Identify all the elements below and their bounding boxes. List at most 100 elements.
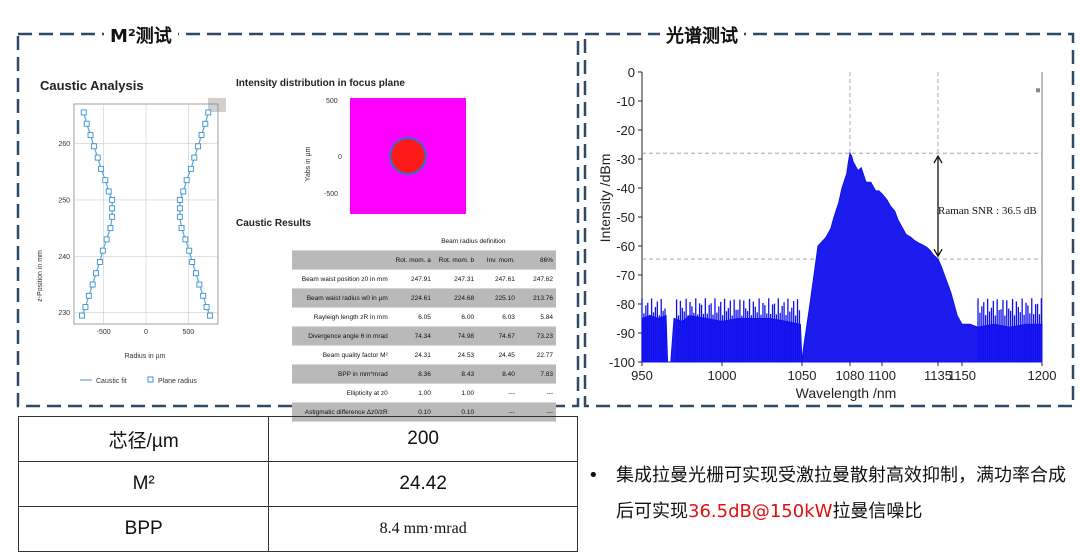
m2-section-title: M²测试 (104, 22, 178, 48)
caustic-point (186, 247, 193, 254)
results-row: Ellipticity at z0 1.00 1.00 --- --- (292, 383, 556, 403)
caustic-chart: 260 250 240 230 -500 0 500 z-Position in mm Ra… (37, 103, 219, 385)
spectrum-xtick: 1200 (1028, 368, 1057, 383)
intensity-map: 500 0 -500 Yabs in µm (305, 98, 466, 214)
spectrum-ytick: -70 (616, 268, 635, 283)
results-row: Beam waist position z0 in mm 247.91 247.31… (292, 269, 556, 289)
spectrum-xtick: 1150 (948, 368, 976, 383)
caustic-title: Caustic Analysis (40, 78, 144, 93)
caustic-point (90, 143, 97, 150)
spectrum-ytick: -10 (616, 94, 635, 109)
caustic-point (176, 205, 183, 212)
caustic-ytick: 250 (58, 197, 70, 204)
caustic-fit-line-right (179, 112, 211, 316)
results-row-label: BPP in mm*mrad (292, 364, 391, 384)
caustic-point (109, 205, 116, 212)
results-row-label: Divergence angle θ in mrad (292, 326, 391, 346)
results-row-label: Beam waist radius w0 in µm (292, 288, 391, 308)
caustic-point (200, 292, 207, 299)
results-row: BPP in mm*mrad 8.36 8.43 8.40 7.83 (292, 364, 556, 384)
corner-marker (1036, 88, 1040, 93)
caustic-point (193, 270, 199, 277)
bullet-text: 集成拉曼光栅可实现受激拉曼散射高效抑制，满功率合成后可实现 (616, 465, 1066, 522)
results-cell: 24.45 (477, 345, 518, 365)
results-row-label: Rayleigh length zR in mm (292, 307, 391, 327)
caustic-point (79, 312, 85, 319)
results-cell: 6.00 (433, 307, 478, 327)
spectrum-ytick: -80 (616, 297, 635, 312)
results-row-label: Beam quality factor M² (292, 345, 391, 365)
spectrum-ytick: -20 (616, 123, 635, 138)
results-row: Rayleigh length zR in mm 6.05 6.00 6.03 5.84 (292, 307, 556, 327)
results-title: Caustic Results (236, 218, 312, 229)
caustic-point (109, 196, 116, 203)
caustic-point (189, 258, 196, 265)
spectrum-ytick: -50 (616, 210, 635, 225)
results-cell: 74.98 (433, 326, 478, 346)
spectrum-ylabel: Intensity /dBm (597, 154, 613, 243)
caustic-point (178, 225, 185, 232)
spectrum-xtick: 1100 (868, 368, 896, 383)
spec-value: 24.42 (268, 461, 578, 507)
snr-arrow-head-top (933, 154, 943, 164)
caustic-point (198, 132, 205, 138)
results-row: Beam quality factor M² 24.31 24.53 24.45 22.… (292, 345, 556, 365)
results-cell: 24.53 (433, 345, 478, 365)
results-col-header: 86% (517, 250, 556, 270)
spec-value: 8.4 mm·mrad (268, 506, 578, 552)
results-cell: 22.77 (517, 345, 556, 365)
results-row: Beam waist radius w0 in µm 224.61 224.68 22… (292, 288, 556, 308)
caustic-point (98, 165, 105, 172)
results-group-header: Beam radius definition (390, 232, 556, 251)
caustic-point (103, 236, 110, 243)
intensity-ytick-0: 0 (338, 154, 342, 161)
caustic-ylabel: z-Position in mm (37, 250, 44, 302)
caustic-xtick: -500 (97, 329, 111, 336)
bullet-note: • 集成拉曼光栅可实现受激拉曼散射高效抑制，满功率合成后可实现36.5dB@15… (588, 458, 1070, 530)
results-cell: 74.34 (390, 326, 434, 346)
intensity-ylabel: Yabs in µm (305, 147, 312, 182)
results-row-label: Ellipticity at z0 (292, 383, 391, 403)
raman-snr-annotation: Raman SNR : 36.5 dB (938, 205, 1037, 217)
results-cell: 8.40 (477, 364, 518, 384)
spectrum-xtick: 950 (631, 368, 653, 383)
caustic-point (87, 132, 94, 138)
snr-arrow-head-bottom (933, 248, 943, 258)
spectrum-ytick: -30 (616, 152, 635, 167)
caustic-ytick: 260 (58, 141, 70, 148)
results-cell: 247.91 (390, 269, 434, 289)
caustic-point (82, 304, 89, 311)
spectrum-frame (583, 32, 1075, 408)
results-cell: 74.67 (477, 326, 518, 346)
caustic-fit-line-left (81, 112, 113, 316)
caustic-point (105, 188, 112, 195)
caustic-point (109, 213, 116, 220)
spectrum-ytick: 0 (628, 65, 635, 80)
caustic-point (202, 120, 209, 127)
caustic-xtick: 500 (183, 329, 195, 336)
results-cell: 224.68 (433, 288, 478, 308)
caustic-xlabel: Radius in µm (125, 353, 166, 360)
intensity-ytick-500: 500 (326, 98, 338, 105)
intensity-title: Intensity distribution in focus plane (236, 78, 405, 89)
results-cell: 5.84 (517, 307, 556, 327)
intensity-ytick-neg500: -500 (324, 191, 338, 198)
caustic-point (83, 120, 90, 127)
caustic-point (96, 258, 103, 265)
caustic-point (176, 196, 183, 203)
results-cell: --- (517, 383, 556, 403)
caustic-point (99, 247, 106, 254)
caustic-point (102, 177, 109, 184)
results-cell: 73.23 (517, 326, 556, 346)
caustic-point (89, 281, 96, 288)
caustic-point (207, 312, 213, 319)
results-cell: 24.31 (390, 345, 434, 365)
results-col-header: Inv. mom. (477, 250, 518, 270)
spectrum-ytick: -60 (616, 239, 635, 254)
caustic-point (80, 109, 87, 116)
results-cell: 247.61 (477, 269, 518, 289)
results-cell: 1.00 (390, 383, 434, 403)
spectrum-section-title: 光谱测试 (660, 22, 744, 48)
m2-frame (16, 32, 580, 408)
caustic-point (182, 236, 189, 243)
